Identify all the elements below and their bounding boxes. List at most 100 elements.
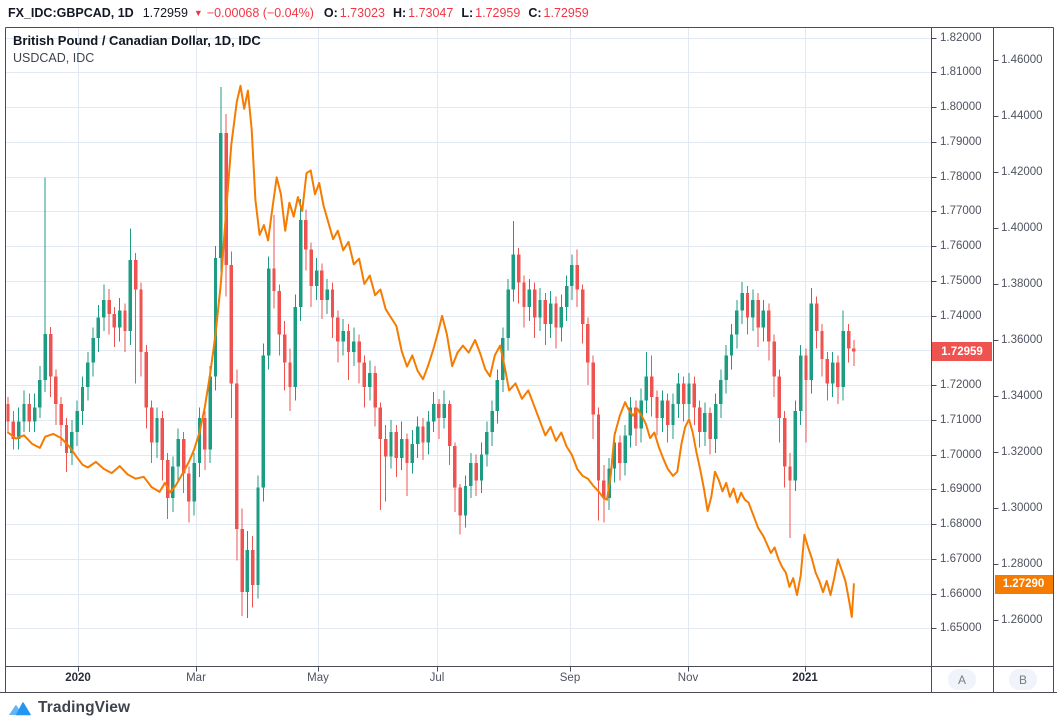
legend-main-series[interactable]: British Pound / Canadian Dollar, 1D, IDC (13, 33, 261, 48)
last-price-badge-gbpcad: 1.72959 (932, 342, 992, 362)
time-axis[interactable] (5, 667, 931, 692)
candle-body (554, 303, 558, 328)
price-down-arrow-icon: ▼ (193, 8, 203, 18)
scale-a-button[interactable]: A (948, 669, 976, 690)
candle-body (384, 438, 388, 457)
candle-body (128, 259, 133, 332)
candle-body (469, 463, 473, 486)
candle-body (538, 299, 542, 318)
candle-body (96, 317, 101, 339)
candle-body (59, 404, 63, 426)
candle-body (256, 487, 260, 585)
scale-b-button[interactable]: B (1009, 669, 1037, 690)
candle-body (229, 265, 234, 384)
candle-body (32, 407, 37, 422)
candle-body (378, 407, 383, 439)
candle-body (543, 299, 548, 325)
candle-body (16, 421, 21, 439)
candle-body (841, 331, 845, 387)
candle-body (644, 376, 649, 401)
candle-body (149, 407, 154, 443)
candle-body (235, 383, 239, 530)
candle-body (293, 306, 297, 387)
tradingview-logo[interactable]: TradingView (8, 699, 130, 717)
candle-body (671, 404, 675, 426)
legend-compare-series[interactable]: USDCAD, IDC (13, 51, 95, 65)
candle-body (118, 310, 122, 328)
candle-body (793, 411, 798, 481)
close-value: 1.72959 (543, 6, 589, 20)
candle-body (245, 550, 250, 592)
candle-body (309, 249, 313, 287)
candle-body (517, 254, 521, 283)
candle-body (825, 358, 829, 384)
close-label: C: (528, 6, 542, 20)
candle-body (330, 289, 335, 318)
candle-body (112, 313, 117, 328)
candle-body (357, 341, 361, 363)
candle-body (830, 362, 835, 384)
candle-body (352, 341, 356, 353)
candle-body (240, 529, 244, 592)
candle-body (548, 303, 553, 325)
candle-body (160, 418, 164, 460)
candle-body (820, 331, 824, 359)
candle-body (325, 289, 329, 300)
chart-legend: British Pound / Canadian Dollar, 1D, IDC… (13, 33, 261, 66)
usdcad-line (7, 84, 855, 618)
candle-body (532, 289, 537, 318)
candle-body (171, 466, 175, 498)
candle-body (724, 355, 728, 380)
candle-body (634, 407, 638, 429)
candle-body (511, 254, 516, 290)
candle-body (447, 404, 452, 446)
price-scale-usdcad[interactable] (994, 28, 1053, 666)
candle-body (655, 397, 659, 419)
candle-body (320, 270, 324, 300)
candle-body (628, 407, 633, 436)
candle-body (740, 292, 744, 311)
candle-body (485, 431, 489, 455)
candle-body (783, 418, 787, 467)
candle-body (681, 383, 686, 405)
open-label: O: (323, 6, 338, 20)
candle-body (165, 459, 170, 498)
candle-body (495, 379, 500, 412)
candle-body (474, 463, 478, 481)
candle-body (155, 418, 159, 443)
candle-body (697, 407, 702, 432)
candle-body (431, 404, 436, 422)
candle-body (580, 289, 585, 325)
candle-body (767, 310, 771, 342)
candle-body (80, 386, 85, 412)
candle-body (389, 431, 393, 457)
candle-body (713, 404, 718, 439)
candle-body (213, 258, 218, 377)
candle-body (102, 299, 106, 318)
candle-body (314, 270, 319, 287)
candle-body (623, 435, 627, 464)
candle-body (602, 480, 606, 498)
candle-body (107, 299, 111, 314)
candle-body (458, 487, 462, 516)
candle-body (665, 400, 670, 426)
candle-body (719, 379, 723, 405)
candle-body (735, 310, 739, 335)
candle-body (251, 550, 255, 585)
candle-body (27, 404, 31, 422)
candle-body (181, 438, 186, 474)
last-price-badge-usdcad: 1.27290 (994, 574, 1053, 594)
candle-body (490, 411, 494, 432)
candle-body (708, 412, 712, 439)
open-value: 1.73023 (339, 6, 385, 20)
low-value: 1.72959 (475, 6, 521, 20)
candle-body (394, 431, 399, 459)
candle-body (75, 411, 79, 432)
candle-body (586, 324, 590, 363)
candle-body (197, 418, 202, 464)
candle-body (399, 438, 404, 459)
candle-body (203, 418, 207, 450)
candle-body (506, 289, 510, 339)
